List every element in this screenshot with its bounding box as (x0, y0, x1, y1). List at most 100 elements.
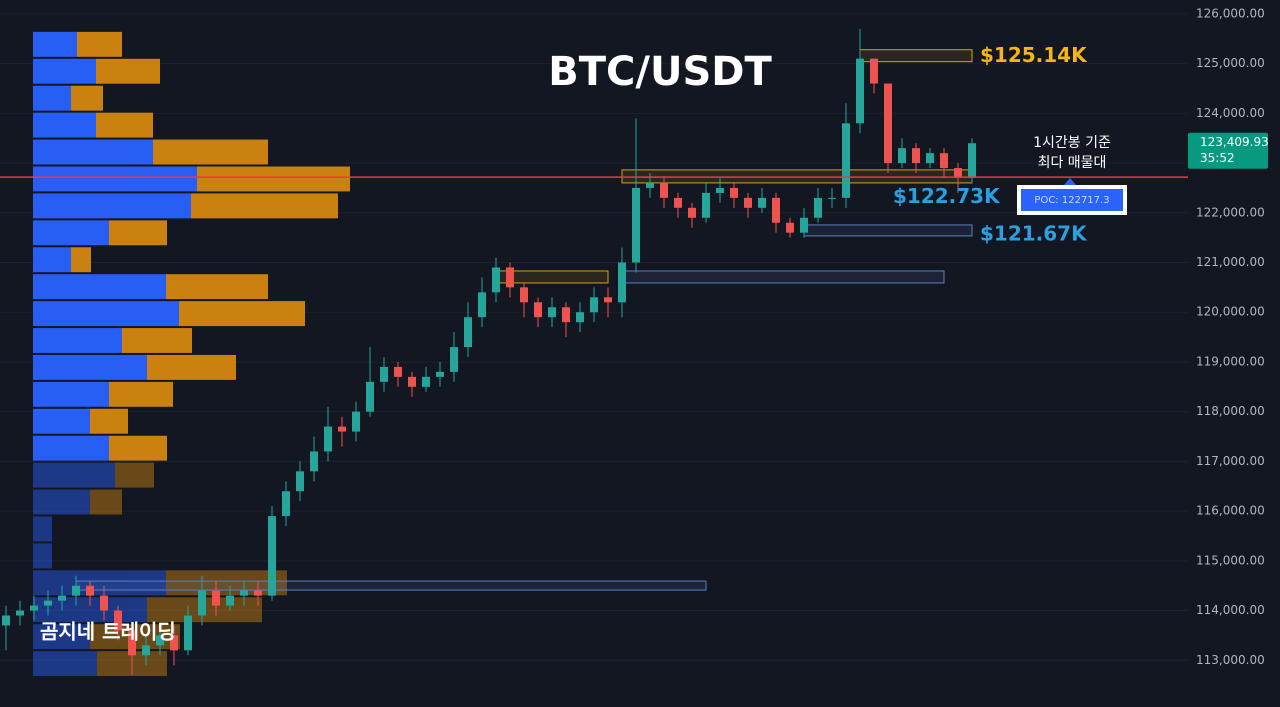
profile-sell (96, 112, 153, 138)
candle-body (856, 58, 864, 124)
candle-body (142, 645, 150, 656)
poc-pointer (1064, 178, 1076, 185)
candle-body (394, 366, 402, 377)
profile-buy (33, 462, 115, 488)
candle-body (422, 376, 430, 387)
candle-body (324, 426, 332, 452)
profile-sell (77, 31, 122, 57)
profile-row (33, 31, 122, 57)
zone (75, 580, 707, 591)
candle-body (296, 471, 304, 492)
watermark: 곰지네 트레이딩 (40, 620, 176, 644)
candle-body (744, 197, 752, 208)
candle-body (352, 411, 360, 432)
candle-body (30, 605, 38, 611)
profile-buy (33, 166, 197, 192)
profile-buy (33, 408, 90, 434)
profile-sell (71, 247, 91, 273)
y-tick-label: 113,000.00 (1196, 653, 1265, 667)
profile-buy (33, 381, 109, 407)
candle-body (632, 187, 640, 263)
price-annotation: $122.73K (893, 184, 1001, 208)
candle-body (226, 595, 234, 606)
candle-body (912, 148, 920, 164)
y-tick-label: 122,000.00 (1196, 205, 1265, 219)
profile-row (33, 139, 268, 165)
profile-buy (33, 301, 179, 327)
countdown: 35:52 (1200, 151, 1235, 165)
candle-body (660, 182, 668, 198)
profile-row (33, 435, 167, 461)
profile-row (33, 220, 167, 246)
profile-sell (109, 435, 167, 461)
candle-body (114, 610, 122, 631)
profile-sell (153, 139, 268, 165)
profile-buy (33, 354, 147, 380)
y-tick-label: 118,000.00 (1196, 404, 1265, 418)
subtitle: 최다 매물대 (1038, 155, 1107, 171)
zone (803, 224, 973, 237)
candle-body (800, 217, 808, 233)
price-annotation: $125.14K (980, 43, 1088, 67)
candle-body (562, 307, 570, 323)
profile-sell (71, 85, 103, 111)
candle-body (254, 590, 262, 596)
profile-buy (33, 139, 153, 165)
profile-buy (33, 31, 77, 57)
profile-sell (166, 274, 268, 300)
profile-row (33, 247, 91, 273)
candle-body (842, 123, 850, 198)
profile-row (33, 58, 160, 84)
profile-sell (122, 328, 192, 353)
candle-body (954, 168, 962, 178)
profile-sell (179, 301, 305, 327)
candle-body (940, 153, 948, 169)
profile-row (33, 408, 128, 434)
y-tick-label: 124,000.00 (1196, 106, 1265, 120)
candle-body (128, 630, 136, 656)
y-tick-label: 117,000.00 (1196, 454, 1265, 468)
candle-body (520, 287, 528, 303)
candle-body (184, 615, 192, 651)
y-tick-label: 116,000.00 (1196, 504, 1265, 518)
price-annotation: $121.67K (980, 222, 1088, 246)
profile-row (33, 274, 268, 300)
candle-body (310, 451, 318, 472)
profile-buy (33, 85, 71, 111)
profile-buy (33, 247, 71, 273)
profile-row (33, 112, 153, 138)
profile-buy (33, 624, 90, 650)
candle-body (16, 610, 24, 616)
y-tick-label: 125,000.00 (1196, 56, 1265, 70)
candle-body (450, 347, 458, 372)
profile-buy (33, 112, 96, 138)
profile-buy (33, 489, 90, 515)
candle-body (898, 148, 906, 164)
profile-buy (33, 435, 109, 461)
candle-body (2, 615, 10, 626)
candle-body (576, 312, 584, 323)
profile-buy (33, 58, 96, 84)
candle-body (282, 491, 290, 517)
candle-body (674, 197, 682, 208)
candle-body (688, 207, 696, 218)
candle-body (72, 585, 80, 596)
candle-body (604, 297, 612, 303)
candle-body (926, 153, 934, 164)
candle-body (968, 143, 976, 178)
chart-title: BTC/USDT (548, 49, 772, 95)
profile-row (33, 489, 122, 515)
profile-sell (166, 570, 287, 596)
profile-sell (90, 408, 128, 434)
y-tick-label: 121,000.00 (1196, 255, 1265, 269)
last-price-tag (1188, 132, 1268, 169)
last-price-label: 123,409.93 (1200, 135, 1269, 149)
profile-sell (90, 489, 122, 515)
y-tick-label: 120,000.00 (1196, 305, 1265, 319)
profile-sell (115, 462, 154, 488)
candle-body (716, 187, 724, 193)
subtitle: 1시간봉 기준 (1033, 135, 1111, 151)
candle-body (590, 297, 598, 313)
profile-row (33, 301, 305, 327)
